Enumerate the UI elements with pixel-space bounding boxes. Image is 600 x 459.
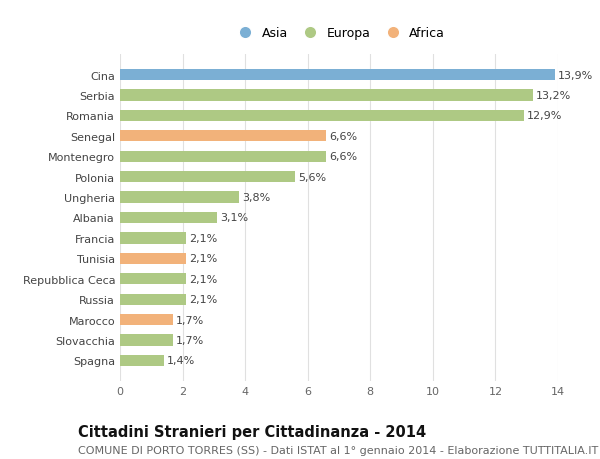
- Bar: [120, 274, 186, 285]
- Bar: [120, 172, 295, 183]
- Bar: [120, 335, 173, 346]
- Bar: [120, 213, 217, 224]
- Bar: [120, 90, 533, 101]
- Text: 1,4%: 1,4%: [167, 356, 195, 365]
- Text: 3,1%: 3,1%: [220, 213, 248, 223]
- Bar: [120, 192, 239, 203]
- Text: 2,1%: 2,1%: [189, 233, 217, 243]
- Bar: [120, 70, 555, 81]
- Text: 12,9%: 12,9%: [527, 111, 562, 121]
- Text: 6,6%: 6,6%: [329, 152, 358, 162]
- Text: 3,8%: 3,8%: [242, 193, 270, 203]
- Text: 13,9%: 13,9%: [558, 71, 593, 80]
- Text: 2,1%: 2,1%: [189, 295, 217, 304]
- Text: Cittadini Stranieri per Cittadinanza - 2014: Cittadini Stranieri per Cittadinanza - 2…: [78, 425, 426, 440]
- Text: 2,1%: 2,1%: [189, 254, 217, 264]
- Bar: [120, 131, 326, 142]
- Text: 2,1%: 2,1%: [189, 274, 217, 284]
- Text: 13,2%: 13,2%: [536, 91, 571, 101]
- Text: COMUNE DI PORTO TORRES (SS) - Dati ISTAT al 1° gennaio 2014 - Elaborazione TUTTI: COMUNE DI PORTO TORRES (SS) - Dati ISTAT…: [78, 445, 598, 455]
- Text: 1,7%: 1,7%: [176, 315, 205, 325]
- Bar: [120, 233, 186, 244]
- Text: 5,6%: 5,6%: [298, 172, 326, 182]
- Bar: [120, 314, 173, 325]
- Legend: Asia, Europa, Africa: Asia, Europa, Africa: [228, 22, 450, 45]
- Text: 1,7%: 1,7%: [176, 335, 205, 345]
- Bar: [120, 111, 524, 122]
- Bar: [120, 294, 186, 305]
- Text: 6,6%: 6,6%: [329, 132, 358, 141]
- Bar: [120, 253, 186, 264]
- Bar: [120, 355, 164, 366]
- Bar: [120, 151, 326, 162]
